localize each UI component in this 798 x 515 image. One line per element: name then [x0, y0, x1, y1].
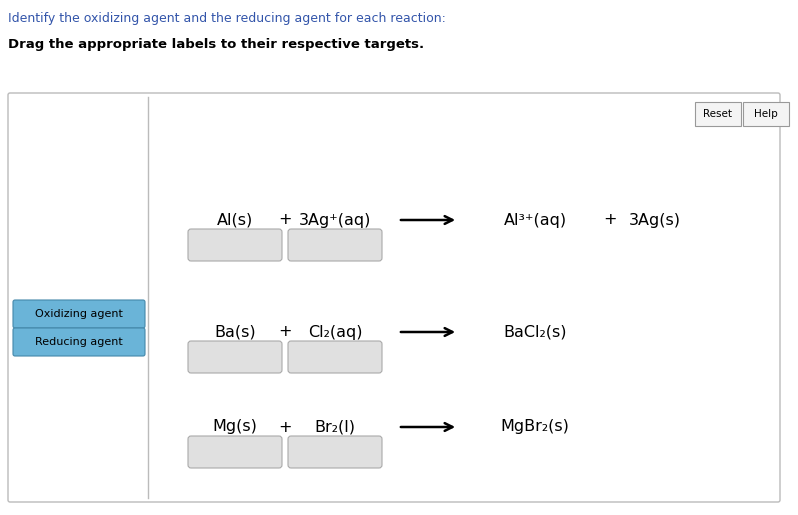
- Text: BaCl₂(s): BaCl₂(s): [504, 324, 567, 339]
- Text: 3Ag⁺(aq): 3Ag⁺(aq): [298, 213, 371, 228]
- Text: Cl₂(aq): Cl₂(aq): [308, 324, 362, 339]
- Text: Ba(s): Ba(s): [214, 324, 256, 339]
- FancyBboxPatch shape: [188, 341, 282, 373]
- Text: Identify the oxidizing agent and the reducing agent for each reaction:: Identify the oxidizing agent and the red…: [8, 12, 446, 25]
- Text: +: +: [603, 213, 617, 228]
- Text: Br₂(l): Br₂(l): [314, 420, 355, 435]
- Text: Al(s): Al(s): [217, 213, 253, 228]
- Text: Drag the appropriate labels to their respective targets.: Drag the appropriate labels to their res…: [8, 38, 424, 51]
- Text: Al³⁺(aq): Al³⁺(aq): [504, 213, 567, 228]
- FancyBboxPatch shape: [695, 102, 741, 126]
- FancyBboxPatch shape: [288, 436, 382, 468]
- FancyBboxPatch shape: [288, 229, 382, 261]
- FancyBboxPatch shape: [13, 328, 145, 356]
- Text: MgBr₂(s): MgBr₂(s): [500, 420, 570, 435]
- Text: +: +: [279, 420, 292, 435]
- FancyBboxPatch shape: [188, 229, 282, 261]
- Text: 3Ag(s): 3Ag(s): [629, 213, 681, 228]
- FancyBboxPatch shape: [8, 93, 780, 502]
- Text: Reducing agent: Reducing agent: [35, 337, 123, 347]
- FancyBboxPatch shape: [13, 300, 145, 328]
- Text: Help: Help: [754, 109, 778, 119]
- Text: Reset: Reset: [704, 109, 733, 119]
- Text: Mg(s): Mg(s): [212, 420, 258, 435]
- FancyBboxPatch shape: [188, 436, 282, 468]
- Text: +: +: [279, 213, 292, 228]
- FancyBboxPatch shape: [743, 102, 789, 126]
- FancyBboxPatch shape: [288, 341, 382, 373]
- Text: Oxidizing agent: Oxidizing agent: [35, 309, 123, 319]
- Text: +: +: [279, 324, 292, 339]
